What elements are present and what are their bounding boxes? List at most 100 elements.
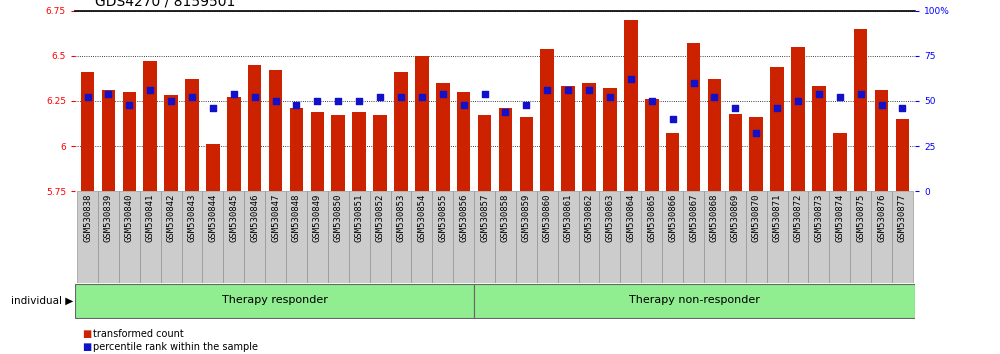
Text: GSM530868: GSM530868	[710, 194, 719, 242]
Text: GSM530872: GSM530872	[793, 194, 802, 242]
Bar	[328, 191, 349, 283]
Bar	[182, 191, 202, 283]
Text: ■: ■	[82, 342, 91, 352]
Bar	[540, 48, 554, 191]
Text: GSM530844: GSM530844	[208, 194, 217, 242]
Bar	[415, 56, 429, 191]
Text: GSM530850: GSM530850	[334, 194, 343, 242]
Point	[727, 105, 743, 111]
Point	[80, 95, 96, 100]
Point	[686, 80, 702, 86]
Point	[518, 102, 534, 107]
Text: GSM530846: GSM530846	[250, 194, 259, 242]
Text: GSM530869: GSM530869	[731, 194, 740, 242]
Point	[706, 95, 722, 100]
Bar	[645, 99, 659, 191]
Bar	[561, 86, 575, 191]
Bar	[307, 191, 328, 283]
Bar	[812, 86, 826, 191]
Text: GSM530854: GSM530854	[417, 194, 426, 242]
Bar	[185, 79, 199, 191]
Point	[581, 87, 597, 93]
Point	[268, 98, 284, 104]
Bar	[579, 191, 599, 283]
Bar	[265, 191, 286, 283]
Point	[393, 95, 409, 100]
Bar	[896, 119, 909, 191]
Bar	[620, 191, 641, 283]
Point	[894, 105, 910, 111]
Bar	[767, 191, 788, 283]
Bar	[98, 191, 119, 283]
Point	[184, 95, 200, 100]
Text: GSM530865: GSM530865	[647, 194, 656, 242]
Point	[205, 105, 221, 111]
Text: GDS4270 / 8159501: GDS4270 / 8159501	[95, 0, 235, 9]
Bar	[829, 191, 850, 283]
Text: GSM530842: GSM530842	[167, 194, 176, 242]
Point	[497, 109, 513, 115]
Text: GSM530874: GSM530874	[835, 194, 844, 242]
Bar	[641, 191, 662, 283]
Bar	[286, 191, 307, 283]
Text: GSM530877: GSM530877	[898, 194, 907, 242]
Bar	[352, 112, 366, 191]
Bar	[520, 117, 533, 191]
Point	[560, 87, 576, 93]
Bar	[457, 92, 470, 191]
Point	[372, 95, 388, 100]
Point	[790, 98, 806, 104]
Text: ■: ■	[82, 329, 91, 339]
Bar	[331, 115, 345, 191]
Text: GSM530857: GSM530857	[480, 194, 489, 242]
Bar	[140, 191, 161, 283]
Bar	[394, 72, 408, 191]
Point	[874, 102, 890, 107]
Bar	[495, 191, 516, 283]
Text: GSM530852: GSM530852	[376, 194, 385, 242]
Text: GSM530847: GSM530847	[271, 194, 280, 242]
Bar	[871, 191, 892, 283]
Text: individual ▶: individual ▶	[11, 296, 73, 306]
Bar	[223, 191, 244, 283]
Point	[477, 91, 493, 97]
Bar	[499, 108, 512, 191]
Bar	[704, 191, 725, 283]
Bar	[599, 191, 620, 283]
Text: GSM530861: GSM530861	[564, 194, 573, 242]
Point	[811, 91, 827, 97]
Bar	[75, 284, 474, 318]
Point	[644, 98, 660, 104]
Text: GSM530866: GSM530866	[668, 194, 677, 242]
Text: GSM530870: GSM530870	[752, 194, 761, 242]
Text: GSM530860: GSM530860	[543, 194, 552, 242]
Bar	[102, 90, 115, 191]
Bar	[432, 191, 453, 283]
Bar	[373, 115, 387, 191]
Text: GSM530853: GSM530853	[396, 194, 405, 242]
Text: GSM530855: GSM530855	[438, 194, 447, 242]
Bar	[683, 191, 704, 283]
Bar	[558, 191, 579, 283]
Bar	[708, 79, 721, 191]
Bar	[666, 133, 679, 191]
Text: Therapy non-responder: Therapy non-responder	[629, 295, 760, 305]
Bar	[311, 112, 324, 191]
Bar	[791, 47, 805, 191]
Point	[539, 87, 555, 93]
Bar	[749, 117, 763, 191]
Bar	[474, 284, 915, 318]
Bar	[290, 108, 303, 191]
Bar	[453, 191, 474, 283]
Point	[414, 95, 430, 100]
Bar	[349, 191, 370, 283]
Bar	[436, 83, 450, 191]
Bar	[537, 191, 558, 283]
Point	[351, 98, 367, 104]
Text: GSM530848: GSM530848	[292, 194, 301, 242]
Text: transformed count: transformed count	[93, 329, 184, 339]
Bar	[624, 19, 638, 191]
Text: GSM530859: GSM530859	[522, 194, 531, 242]
Bar	[411, 191, 432, 283]
Bar	[164, 96, 178, 191]
